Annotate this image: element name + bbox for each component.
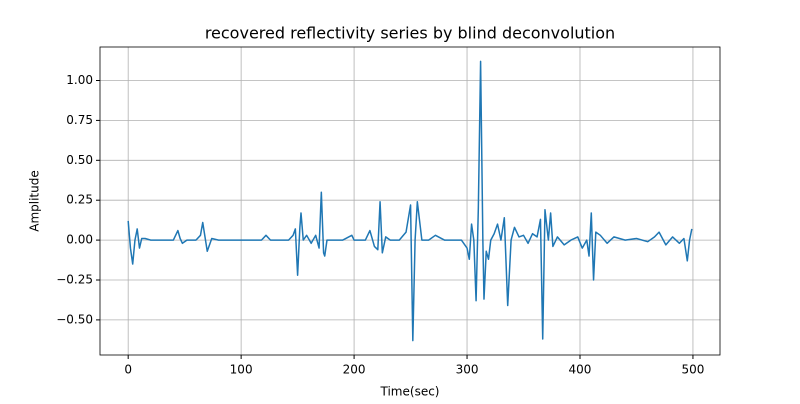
- x-tick-label: 200: [343, 363, 366, 377]
- y-tick-label: 0.00: [66, 233, 93, 247]
- x-tick-label: 0: [124, 363, 132, 377]
- x-tick-label: 400: [569, 363, 592, 377]
- y-tick-label: −0.50: [56, 312, 93, 326]
- x-tick-label: 300: [456, 363, 479, 377]
- y-axis-label: Amplitude: [28, 170, 42, 232]
- y-tick-label: 1.00: [66, 73, 93, 87]
- data-line: [127, 60, 693, 342]
- x-axis-label: Time(sec): [380, 385, 440, 399]
- x-tick-label: 100: [230, 363, 253, 377]
- y-tick-label: 0.75: [66, 113, 93, 127]
- y-tick-label: −0.25: [56, 272, 93, 286]
- plot-frame: [99, 46, 721, 356]
- chart-title: recovered reflectivity series by blind d…: [205, 24, 615, 43]
- x-tick-label: 500: [681, 363, 704, 377]
- y-tick-label: 0.25: [66, 193, 93, 207]
- y-tick-label: 0.50: [66, 153, 93, 167]
